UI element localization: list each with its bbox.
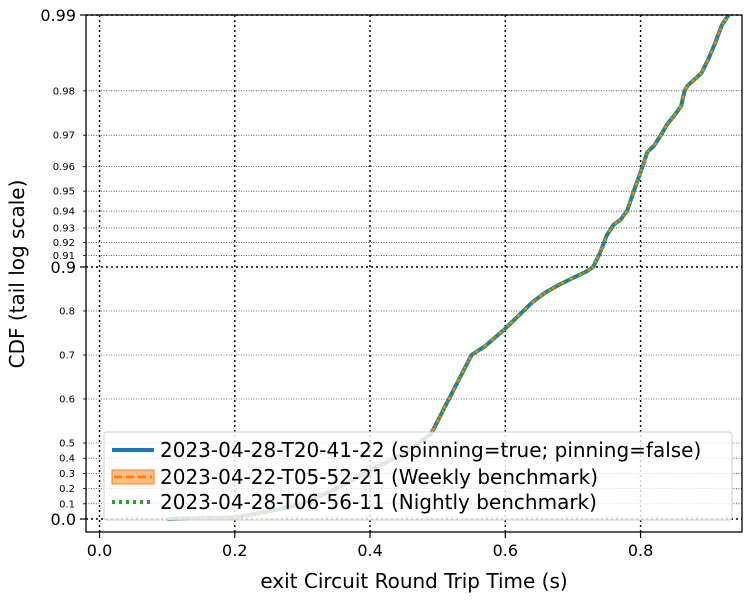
y-major-tick-label: 0.99 <box>40 6 76 25</box>
legend-entry-3: 2023-04-28-T06-56-11 (Nightly benchmark) <box>160 490 597 514</box>
legend-entry-2: 2023-04-22-T05-52-21 (Weekly benchmark) <box>160 465 598 489</box>
y-minor-tick-label: 0.98 <box>53 86 75 97</box>
y-minor-tick-label: 0.93 <box>53 223 75 234</box>
series-line-3 <box>167 14 730 521</box>
y-minor-tick-label: 0.2 <box>59 484 75 495</box>
plot-frame <box>85 14 743 533</box>
y-minor-tick-label: 0.97 <box>53 131 75 142</box>
y-minor-tick-label: 0.6 <box>59 395 75 406</box>
y-minor-tick-label: 0.5 <box>59 439 75 450</box>
y-minor-tick-label: 0.1 <box>59 499 75 510</box>
y-minor-tick-label: 0.7 <box>59 351 75 362</box>
legend-entry-1: 2023-04-28-T20-41-22 (spinning=true; pin… <box>160 438 701 462</box>
y-major-tick-label: 0.9 <box>51 258 76 277</box>
y-axis-label: CDF (tail log scale) <box>5 180 29 369</box>
y-minor-tick-label: 0.94 <box>53 207 75 218</box>
x-tick-label: 0.0 <box>87 541 112 560</box>
axes: 0.0 0.2 0.4 0.6 0.8 0.0 0.9 0.99 0.1 0.2 0.3 0.4 0.5… <box>40 6 743 560</box>
y-minor-tick-label: 0.92 <box>53 238 75 249</box>
y-minor-tick-label: 0.96 <box>53 162 75 173</box>
y-minor-tick-label: 0.95 <box>53 187 75 198</box>
legend-box <box>103 431 733 521</box>
x-tick-label: 0.6 <box>493 541 518 560</box>
x-tick-label: 0.4 <box>357 541 382 560</box>
y-minor-tick-label: 0.4 <box>59 454 75 465</box>
y-minor-tick-label: 0.3 <box>59 469 75 480</box>
y-minor-tick-label: 0.8 <box>59 307 75 318</box>
x-tick-label: 0.2 <box>222 541 247 560</box>
y-major-tick-label: 0.0 <box>51 510 76 529</box>
x-axis-label: exit Circuit Round Trip Time (s) <box>260 569 567 593</box>
y-minor-tick-label: 0.91 <box>53 251 75 262</box>
x-tick-label: 0.8 <box>628 541 653 560</box>
legend: 2023-04-28-T20-41-22 (spinning=true; pin… <box>103 431 733 521</box>
